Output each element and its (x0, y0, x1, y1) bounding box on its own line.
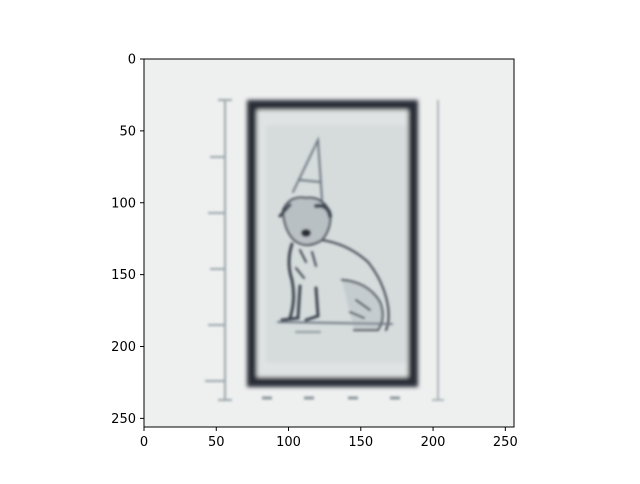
y-tick-label: 0 (128, 53, 136, 68)
y-tick-label: 100 (111, 196, 136, 211)
x-tick-label: 150 (348, 435, 373, 450)
y-axis: 0 50 100 150 200 250 (111, 53, 144, 427)
x-tick-label: 200 (421, 435, 446, 450)
x-tick-label: 50 (208, 435, 225, 450)
y-tick-label: 50 (119, 124, 136, 139)
y-tick-label: 250 (111, 412, 136, 427)
x-tick-label: 100 (276, 435, 301, 450)
x-tick-label: 0 (140, 435, 148, 450)
x-tick-label: 250 (493, 435, 518, 450)
y-tick-label: 200 (111, 340, 136, 355)
x-axis: 0 50 100 150 200 250 (140, 427, 518, 450)
dog-sketch (277, 136, 393, 333)
left-ruler (205, 99, 232, 401)
image-content (144, 59, 514, 427)
axes-frame (143, 58, 515, 428)
y-tick-label: 150 (111, 268, 136, 283)
right-ruler (432, 100, 444, 401)
